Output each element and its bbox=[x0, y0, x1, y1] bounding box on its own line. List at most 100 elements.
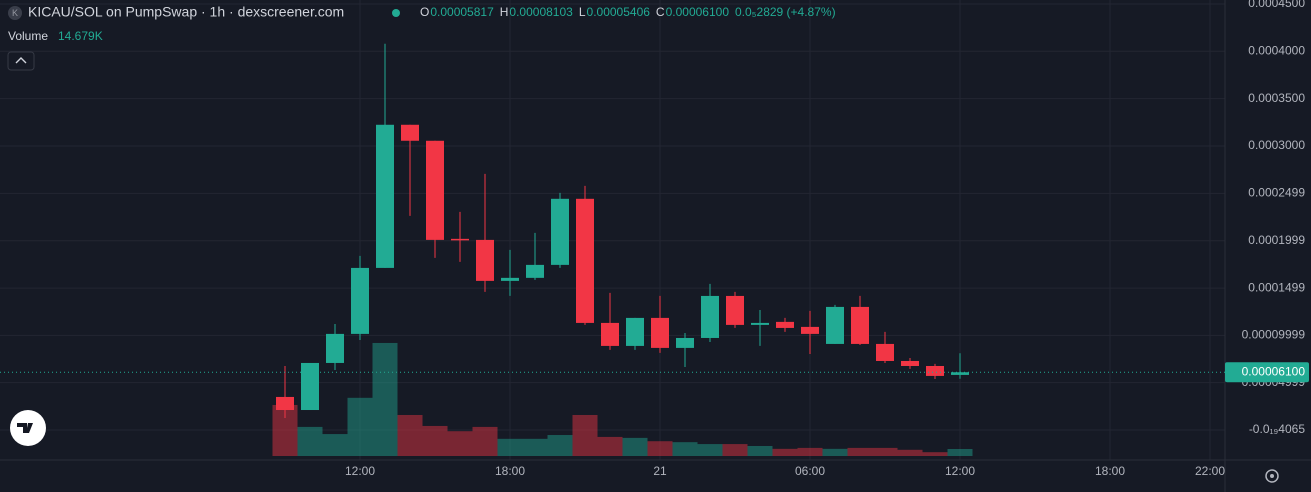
candle-body bbox=[601, 322, 619, 346]
candle-body bbox=[476, 239, 494, 281]
x-tick-label: 18:00 bbox=[1095, 464, 1125, 478]
ohlc-value: 0.00005406 bbox=[587, 5, 651, 19]
volume-bar bbox=[822, 448, 848, 456]
candle-body bbox=[776, 321, 794, 328]
ohlc-label: O bbox=[420, 5, 429, 19]
candle-body bbox=[676, 337, 694, 348]
token-badge-letter: K bbox=[12, 8, 18, 18]
volume-bar bbox=[697, 444, 723, 456]
volume-bar bbox=[497, 438, 523, 456]
volume-bar bbox=[522, 438, 548, 456]
candle-layer bbox=[0, 43, 1225, 418]
candle-body bbox=[276, 396, 294, 411]
volume-bar bbox=[922, 452, 948, 456]
volume-bar bbox=[547, 435, 573, 456]
token-badge bbox=[8, 6, 22, 20]
volume-bar bbox=[322, 434, 348, 456]
y-tick-label: 0.0002499 bbox=[1248, 186, 1305, 200]
ohlc-label: L bbox=[579, 5, 586, 19]
settings-icon[interactable] bbox=[1265, 469, 1279, 483]
volume-bar bbox=[947, 448, 973, 456]
volume-bar bbox=[447, 431, 473, 456]
volume-bar bbox=[572, 414, 598, 456]
candle-body bbox=[926, 365, 944, 376]
y-tick-label: 0.0001999 bbox=[1248, 233, 1305, 247]
volume-bar bbox=[897, 449, 923, 456]
candle-body bbox=[326, 333, 344, 363]
candle-body bbox=[751, 322, 769, 325]
volume-layer bbox=[272, 342, 973, 456]
x-tick-label: 06:00 bbox=[795, 464, 825, 478]
ohlc-value: 0.00008103 bbox=[509, 5, 573, 19]
volume-bar bbox=[422, 425, 448, 456]
y-tick-label: 0.0003500 bbox=[1248, 91, 1305, 105]
last-price-label: 0.00006100 bbox=[1242, 364, 1306, 378]
settings-icon-center bbox=[1270, 474, 1274, 478]
y-tick-label: 0.00009999 bbox=[1242, 328, 1306, 342]
candle-body bbox=[801, 326, 819, 334]
candle-body bbox=[851, 306, 869, 344]
volume-bar bbox=[647, 441, 673, 456]
volume-bar bbox=[297, 426, 323, 456]
candle-body bbox=[701, 295, 719, 338]
candle-body bbox=[576, 198, 594, 323]
y-tick-label: 0.0004000 bbox=[1248, 43, 1305, 57]
candle-body bbox=[376, 124, 394, 268]
volume-bar bbox=[622, 437, 648, 456]
candle-body bbox=[651, 317, 669, 348]
status-dot bbox=[392, 9, 400, 17]
candle-body bbox=[401, 124, 419, 141]
candle-body bbox=[301, 362, 319, 411]
volume-bar bbox=[597, 436, 623, 456]
candle-body bbox=[951, 372, 969, 375]
ohlc-change: 0.0₅2829 (+4.87%) bbox=[735, 5, 836, 19]
candle-body bbox=[351, 267, 369, 334]
candle-body bbox=[901, 360, 919, 366]
volume-bar bbox=[747, 445, 773, 456]
y-tick-label: 0.0001499 bbox=[1248, 280, 1305, 294]
volume-bar bbox=[847, 447, 873, 456]
tv-logo-mark bbox=[17, 423, 33, 433]
ohlc-value: 0.00005817 bbox=[430, 5, 494, 19]
volume-bar bbox=[872, 447, 898, 456]
ohlc-legend: O 0.00005817 H 0.00008103 L 0.00005406 C 0.0000… bbox=[420, 5, 836, 19]
candle-body bbox=[451, 238, 469, 241]
candle-body bbox=[826, 306, 844, 344]
ohlc-label: H bbox=[500, 5, 509, 19]
collapse-button[interactable] bbox=[7, 51, 35, 71]
candle-body bbox=[526, 264, 544, 278]
x-tick-label: 22:00 bbox=[1195, 464, 1225, 478]
collapse-icon bbox=[15, 57, 27, 64]
candle-body bbox=[551, 198, 569, 265]
volume-bar bbox=[397, 414, 423, 456]
volume-bar bbox=[797, 447, 823, 456]
candle-body bbox=[426, 140, 444, 240]
last-price-box bbox=[1225, 362, 1309, 383]
volume-bar bbox=[672, 442, 698, 456]
volume-legend-value: 14.679K bbox=[58, 29, 103, 43]
volume-bar bbox=[722, 444, 748, 456]
x-tick-label: 12:00 bbox=[945, 464, 975, 478]
volume-legend-name: Volume bbox=[8, 29, 48, 43]
volume-bar bbox=[347, 397, 373, 456]
candle-body bbox=[501, 277, 519, 281]
chart-title: KICAU/SOL on PumpSwap · 1h · dexscreener… bbox=[28, 4, 344, 20]
y-tick-label: 0.0003000 bbox=[1248, 138, 1305, 152]
ohlc-value: 0.00006100 bbox=[666, 5, 730, 19]
ohlc-label: C bbox=[656, 5, 665, 19]
x-tick-label: 21 bbox=[653, 464, 667, 478]
axes-layer: 0.0004500 0.0004000 0.0003500 0.0003000 0.00… bbox=[345, 0, 1309, 478]
x-tick-label: 18:00 bbox=[495, 464, 525, 478]
volume-bar bbox=[372, 342, 398, 456]
y-tick-label: 0.0004500 bbox=[1248, 0, 1305, 10]
volume-bar bbox=[472, 426, 498, 456]
candle-body bbox=[876, 343, 894, 361]
candle-body bbox=[726, 295, 744, 325]
volume-bar bbox=[772, 448, 798, 456]
x-tick-label: 12:00 bbox=[345, 464, 375, 478]
y-tick-label: -0.0₁₉4065 bbox=[1249, 422, 1306, 436]
